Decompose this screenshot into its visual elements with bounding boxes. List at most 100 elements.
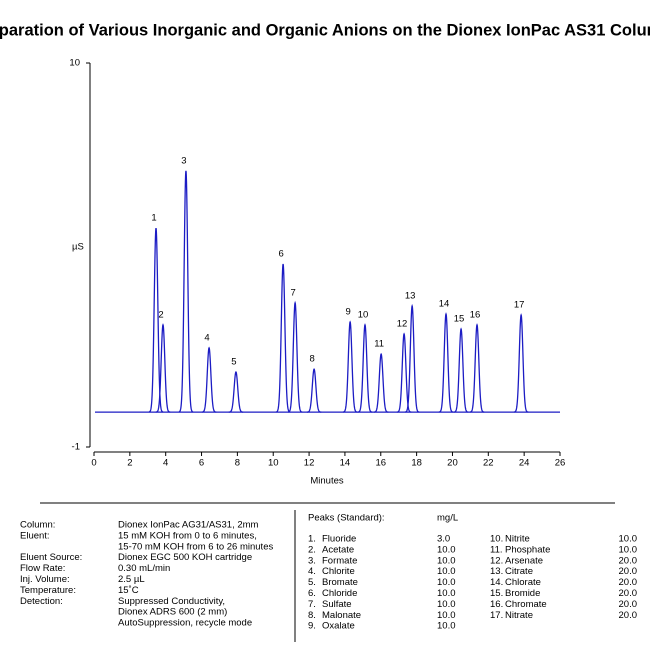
peaks-title: Peaks (Standard): bbox=[308, 513, 385, 524]
peak-label: 9 bbox=[345, 307, 350, 318]
peak-amount: 20.0 bbox=[619, 577, 638, 588]
peak-number: 3. bbox=[308, 555, 316, 566]
condition-label: Flow Rate: bbox=[20, 563, 65, 574]
x-axis-label: Minutes bbox=[310, 476, 344, 487]
peak bbox=[178, 170, 194, 413]
peak-label: 2 bbox=[158, 309, 163, 320]
peak-number: 9. bbox=[308, 621, 316, 632]
peak-name: Arsenate bbox=[505, 555, 543, 566]
peak-amount: 10.0 bbox=[437, 566, 456, 577]
peak bbox=[469, 323, 485, 413]
x-tick-label: 4 bbox=[163, 458, 168, 469]
peak-amount: 10.0 bbox=[619, 544, 638, 555]
condition-label: Eluent: bbox=[20, 530, 50, 541]
peak-name: Nitrite bbox=[505, 534, 530, 545]
peak bbox=[513, 313, 529, 413]
peak-number: 6. bbox=[308, 588, 316, 599]
peak-amount: 10.0 bbox=[437, 621, 456, 632]
condition-value: 0.30 mL/min bbox=[118, 563, 170, 574]
x-tick-label: 6 bbox=[199, 458, 204, 469]
peak-label: 16 bbox=[470, 309, 481, 320]
peak-amount: 3.0 bbox=[437, 534, 450, 545]
peak-name: Citrate bbox=[505, 566, 533, 577]
peak bbox=[148, 227, 164, 413]
y-tick-label: 10 bbox=[69, 58, 80, 69]
peak bbox=[275, 263, 291, 413]
peak-amount: 10.0 bbox=[437, 610, 456, 621]
peak-name: Sulfate bbox=[322, 599, 352, 610]
chart-title: Separation of Various Inorganic and Orga… bbox=[0, 21, 650, 39]
peak-label: 8 bbox=[309, 354, 314, 365]
peak-number: 11. bbox=[490, 544, 503, 555]
peak-label: 5 bbox=[231, 356, 236, 367]
x-tick-label: 22 bbox=[483, 458, 494, 469]
x-tick-label: 14 bbox=[340, 458, 351, 469]
peak-name: Chlorate bbox=[505, 577, 541, 588]
peak-name: Malonate bbox=[322, 610, 361, 621]
x-tick-label: 12 bbox=[304, 458, 315, 469]
peak-label: 11 bbox=[374, 339, 384, 350]
x-tick-label: 26 bbox=[555, 458, 566, 469]
peak-label: 6 bbox=[278, 249, 283, 260]
peak-name: Chromate bbox=[505, 599, 547, 610]
peak-name: Oxalate bbox=[322, 621, 355, 632]
x-tick-label: 2 bbox=[127, 458, 132, 469]
peak-number: 5. bbox=[308, 577, 316, 588]
condition-value: 2.5 µL bbox=[118, 574, 145, 585]
peak-name: Phosphate bbox=[505, 544, 550, 555]
peak-name: Chlorite bbox=[322, 566, 355, 577]
peak-label: 10 bbox=[358, 309, 369, 320]
peak-name: Fluoride bbox=[322, 534, 356, 545]
condition-value: AutoSuppression, recycle mode bbox=[118, 618, 252, 629]
peak-number: 7. bbox=[308, 599, 316, 610]
peak-number: 4. bbox=[308, 566, 316, 577]
peak-amount: 10.0 bbox=[437, 555, 456, 566]
peak-number: 15. bbox=[490, 588, 503, 599]
peak-name: Formate bbox=[322, 555, 357, 566]
peak-amount: 10.0 bbox=[437, 544, 456, 555]
condition-value: Suppressed Conductivity, bbox=[118, 596, 225, 607]
peak bbox=[155, 323, 171, 413]
peak-label: 13 bbox=[405, 290, 416, 301]
condition-value: 15˚C bbox=[118, 585, 139, 596]
peak-label: 17 bbox=[514, 300, 525, 311]
peak-label: 3 bbox=[181, 155, 186, 166]
peak-label: 14 bbox=[439, 299, 450, 310]
peak-amount: 20.0 bbox=[619, 555, 638, 566]
peak bbox=[404, 303, 420, 413]
condition-label: Temperature: bbox=[20, 585, 76, 596]
peak-number: 17. bbox=[490, 610, 503, 621]
condition-value: 15-70 mM KOH from 6 to 26 minutes bbox=[118, 541, 273, 552]
peak-label: 7 bbox=[290, 287, 295, 298]
peak-amount: 20.0 bbox=[619, 599, 638, 610]
peak bbox=[396, 332, 412, 413]
peak-number: 13. bbox=[490, 566, 503, 577]
condition-value: Dionex IonPac AG31/AS31, 2mm bbox=[118, 520, 259, 531]
peak-number: 16. bbox=[490, 599, 503, 610]
peak-label: 1 bbox=[151, 213, 156, 224]
condition-label: Eluent Source: bbox=[20, 552, 82, 563]
x-tick-label: 8 bbox=[235, 458, 240, 469]
peak bbox=[287, 300, 303, 413]
peak-number: 8. bbox=[308, 610, 316, 621]
peak bbox=[453, 327, 469, 413]
x-tick-label: 20 bbox=[447, 458, 458, 469]
x-tick-label: 10 bbox=[268, 458, 279, 469]
peak bbox=[201, 346, 217, 413]
peak-number: 10. bbox=[490, 534, 503, 545]
peak-name: Bromide bbox=[505, 588, 540, 599]
condition-value: Dionex EGC 500 KOH cartridge bbox=[118, 552, 252, 563]
y-tick-label: -1 bbox=[72, 442, 80, 453]
x-tick-label: 16 bbox=[375, 458, 386, 469]
peak-name: Bromate bbox=[322, 577, 358, 588]
peak-amount: 10.0 bbox=[619, 534, 638, 545]
x-tick-label: 18 bbox=[411, 458, 422, 469]
x-tick-label: 0 bbox=[91, 458, 96, 469]
x-tick-label: 24 bbox=[519, 458, 530, 469]
condition-value: 15 mM KOH from 0 to 6 minutes, bbox=[118, 530, 257, 541]
peak-amount: 10.0 bbox=[437, 588, 456, 599]
peak bbox=[357, 323, 373, 413]
peak-amount: 20.0 bbox=[619, 588, 638, 599]
peak-amount: 10.0 bbox=[437, 599, 456, 610]
